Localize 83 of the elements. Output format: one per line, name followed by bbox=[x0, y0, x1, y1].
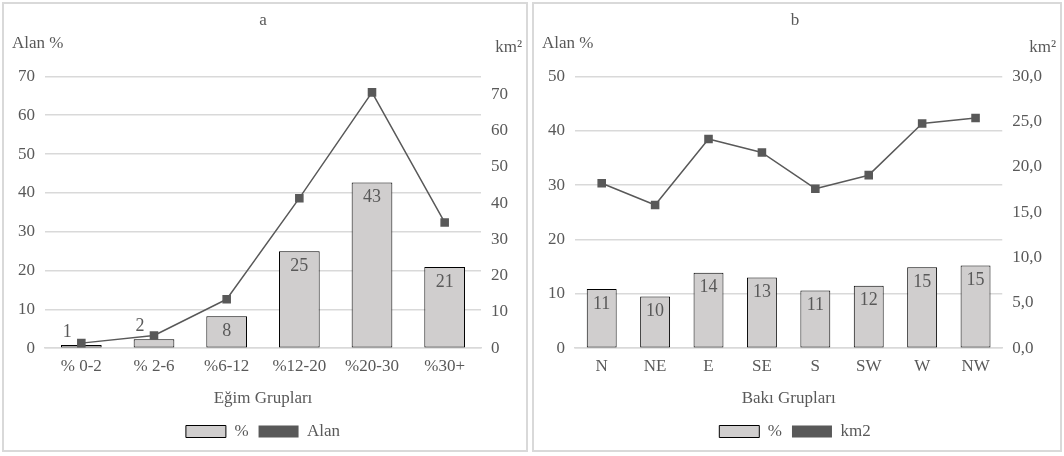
y2-tick-label: 10,0 bbox=[1012, 247, 1042, 267]
y-tick-label: 60 bbox=[18, 104, 35, 124]
data-label: 8 bbox=[222, 320, 232, 341]
y-tick-label: 20 bbox=[18, 260, 35, 280]
y2-tick-label: 20 bbox=[491, 265, 508, 285]
data-label: 11 bbox=[593, 292, 611, 313]
x-tick-label: W bbox=[914, 355, 932, 375]
x-tick-label: %20-30 bbox=[345, 355, 399, 375]
point bbox=[222, 294, 231, 304]
point bbox=[597, 179, 606, 188]
x-tick-label: NE bbox=[643, 355, 667, 375]
y-tick-label: 10 bbox=[18, 298, 35, 318]
y-tick-label: 30 bbox=[18, 221, 35, 241]
y-axis-title: Alan % bbox=[542, 33, 594, 53]
legend-label: % bbox=[767, 420, 782, 440]
chart-title: b bbox=[790, 9, 800, 29]
x-tick-label: %6-12 bbox=[204, 355, 250, 375]
point bbox=[917, 119, 927, 128]
y-tick-label: 40 bbox=[18, 182, 35, 202]
y-tick-label: 0 bbox=[556, 337, 565, 357]
y2-axis-title: km² bbox=[495, 37, 522, 57]
point bbox=[650, 200, 660, 210]
data-label: 2 bbox=[135, 315, 145, 335]
y2-tick-label: 5,0 bbox=[1012, 292, 1034, 312]
y-tick-label: 70 bbox=[18, 65, 35, 85]
x-axis-title: Bakı Grupları bbox=[741, 388, 836, 408]
y2-tick-label: 0 bbox=[491, 337, 500, 357]
point bbox=[704, 134, 713, 144]
data-label: 43 bbox=[363, 186, 381, 207]
y2-axis-title: km² bbox=[1029, 37, 1056, 57]
point bbox=[295, 193, 304, 203]
y-tick-label: 30 bbox=[548, 174, 565, 194]
point bbox=[971, 113, 980, 123]
data-label: 25 bbox=[290, 254, 309, 275]
y2-tick-label: 40 bbox=[491, 192, 508, 212]
data-label: 11 bbox=[806, 294, 824, 315]
x-tick-label: S bbox=[810, 355, 821, 375]
point bbox=[811, 184, 820, 194]
chart-title: a bbox=[259, 9, 268, 29]
data-label: 14 bbox=[699, 276, 718, 297]
y2-tick-label: 70 bbox=[491, 83, 508, 103]
y-axis-title: Alan % bbox=[12, 33, 64, 53]
y-tick-label: 40 bbox=[548, 120, 565, 140]
data-label: 15 bbox=[913, 270, 932, 291]
legend-label: % bbox=[234, 420, 249, 440]
y-tick-label: 50 bbox=[18, 143, 35, 163]
data-label: 21 bbox=[435, 270, 454, 291]
point bbox=[440, 218, 449, 227]
x-axis-title: Eğim Grupları bbox=[213, 388, 313, 408]
data-label: 12 bbox=[859, 289, 878, 310]
x-tick-label: N bbox=[595, 355, 608, 375]
data-label: 1 bbox=[62, 320, 72, 341]
x-tick-label: % 0-2 bbox=[60, 355, 102, 375]
data-label: 10 bbox=[646, 300, 665, 321]
legend-label: km2 bbox=[840, 420, 871, 440]
y-tick-label: 10 bbox=[548, 283, 565, 303]
y2-tick-label: 60 bbox=[491, 120, 508, 140]
x-tick-label: % 2-6 bbox=[133, 355, 175, 375]
point bbox=[757, 148, 767, 157]
y2-tick-label: 30,0 bbox=[1012, 65, 1042, 85]
data-label: 15 bbox=[966, 269, 985, 290]
x-tick-label: SW bbox=[855, 355, 883, 375]
y2-tick-label: 10 bbox=[491, 301, 508, 321]
point bbox=[367, 88, 377, 97]
x-tick-label: SE bbox=[752, 355, 772, 375]
y2-tick-label: 15,0 bbox=[1012, 201, 1042, 221]
y2-tick-label: 50 bbox=[491, 156, 508, 176]
point bbox=[77, 338, 86, 348]
x-tick-label: %30+ bbox=[424, 355, 466, 375]
x-tick-label: NW bbox=[961, 355, 991, 375]
point bbox=[149, 331, 159, 340]
y-tick-label: 50 bbox=[548, 65, 565, 85]
y-tick-label: 0 bbox=[26, 337, 35, 357]
legend-label: Alan bbox=[307, 420, 341, 440]
point bbox=[864, 170, 874, 180]
x-tick-label: E bbox=[703, 355, 714, 375]
y-tick-label: 20 bbox=[548, 228, 565, 248]
y2-tick-label: 0,0 bbox=[1012, 337, 1034, 357]
x-tick-label: %12-20 bbox=[272, 355, 327, 375]
data-label: 13 bbox=[752, 281, 771, 302]
y2-tick-label: 30 bbox=[491, 228, 508, 248]
y2-tick-label: 25,0 bbox=[1012, 111, 1042, 131]
y2-tick-label: 20,0 bbox=[1012, 156, 1042, 176]
